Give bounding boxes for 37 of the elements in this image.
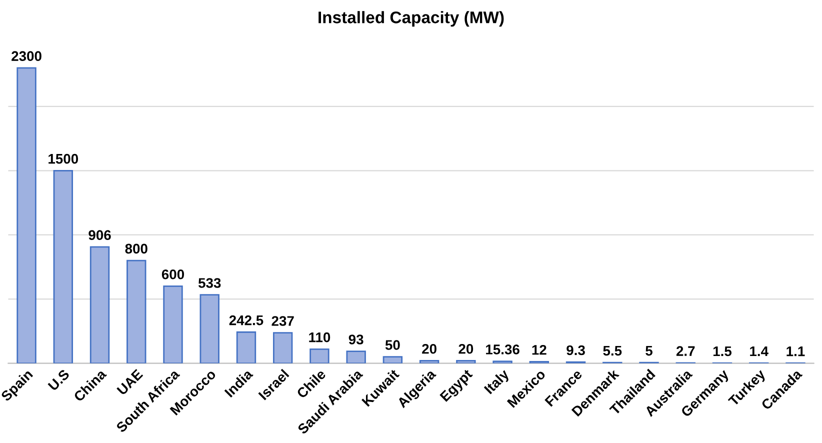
data-label: 9.3 [566,345,585,356]
data-label: 1500 [48,154,78,164]
data-label: 50 [385,340,400,350]
data-label: 93 [348,334,364,344]
bar [382,356,403,364]
bar [419,360,440,364]
x-tick-label: U.S [48,368,70,392]
bar [236,331,256,364]
bar [272,332,293,364]
bar [16,67,36,364]
bar [126,260,146,364]
bar [310,348,330,364]
data-label: 800 [125,244,148,254]
data-label: 600 [162,269,184,280]
data-label: 12 [532,344,546,355]
data-label: 1.5 [713,346,732,356]
data-label: 533 [198,278,221,288]
bar [346,350,366,364]
data-label: 110 [309,332,330,342]
data-label: 5 [646,346,652,356]
bar [456,360,476,364]
data-label: 5.5 [603,346,622,356]
data-label: 20 [422,344,436,354]
bar [163,286,183,364]
data-label: 20 [458,344,474,354]
data-label: 2300 [12,51,42,62]
bar [200,294,220,364]
chart-title: Installed Capacity (MW) [318,11,504,27]
bar [90,246,110,364]
data-label: 242.5 [229,315,264,326]
data-label: 1.4 [750,346,768,356]
data-label: 1.1 [786,346,805,356]
data-label: 2.7 [676,346,695,356]
bar [53,170,73,364]
data-label: 237 [272,316,294,326]
data-label: 15.36 [486,344,520,354]
data-label: 906 [88,230,111,240]
